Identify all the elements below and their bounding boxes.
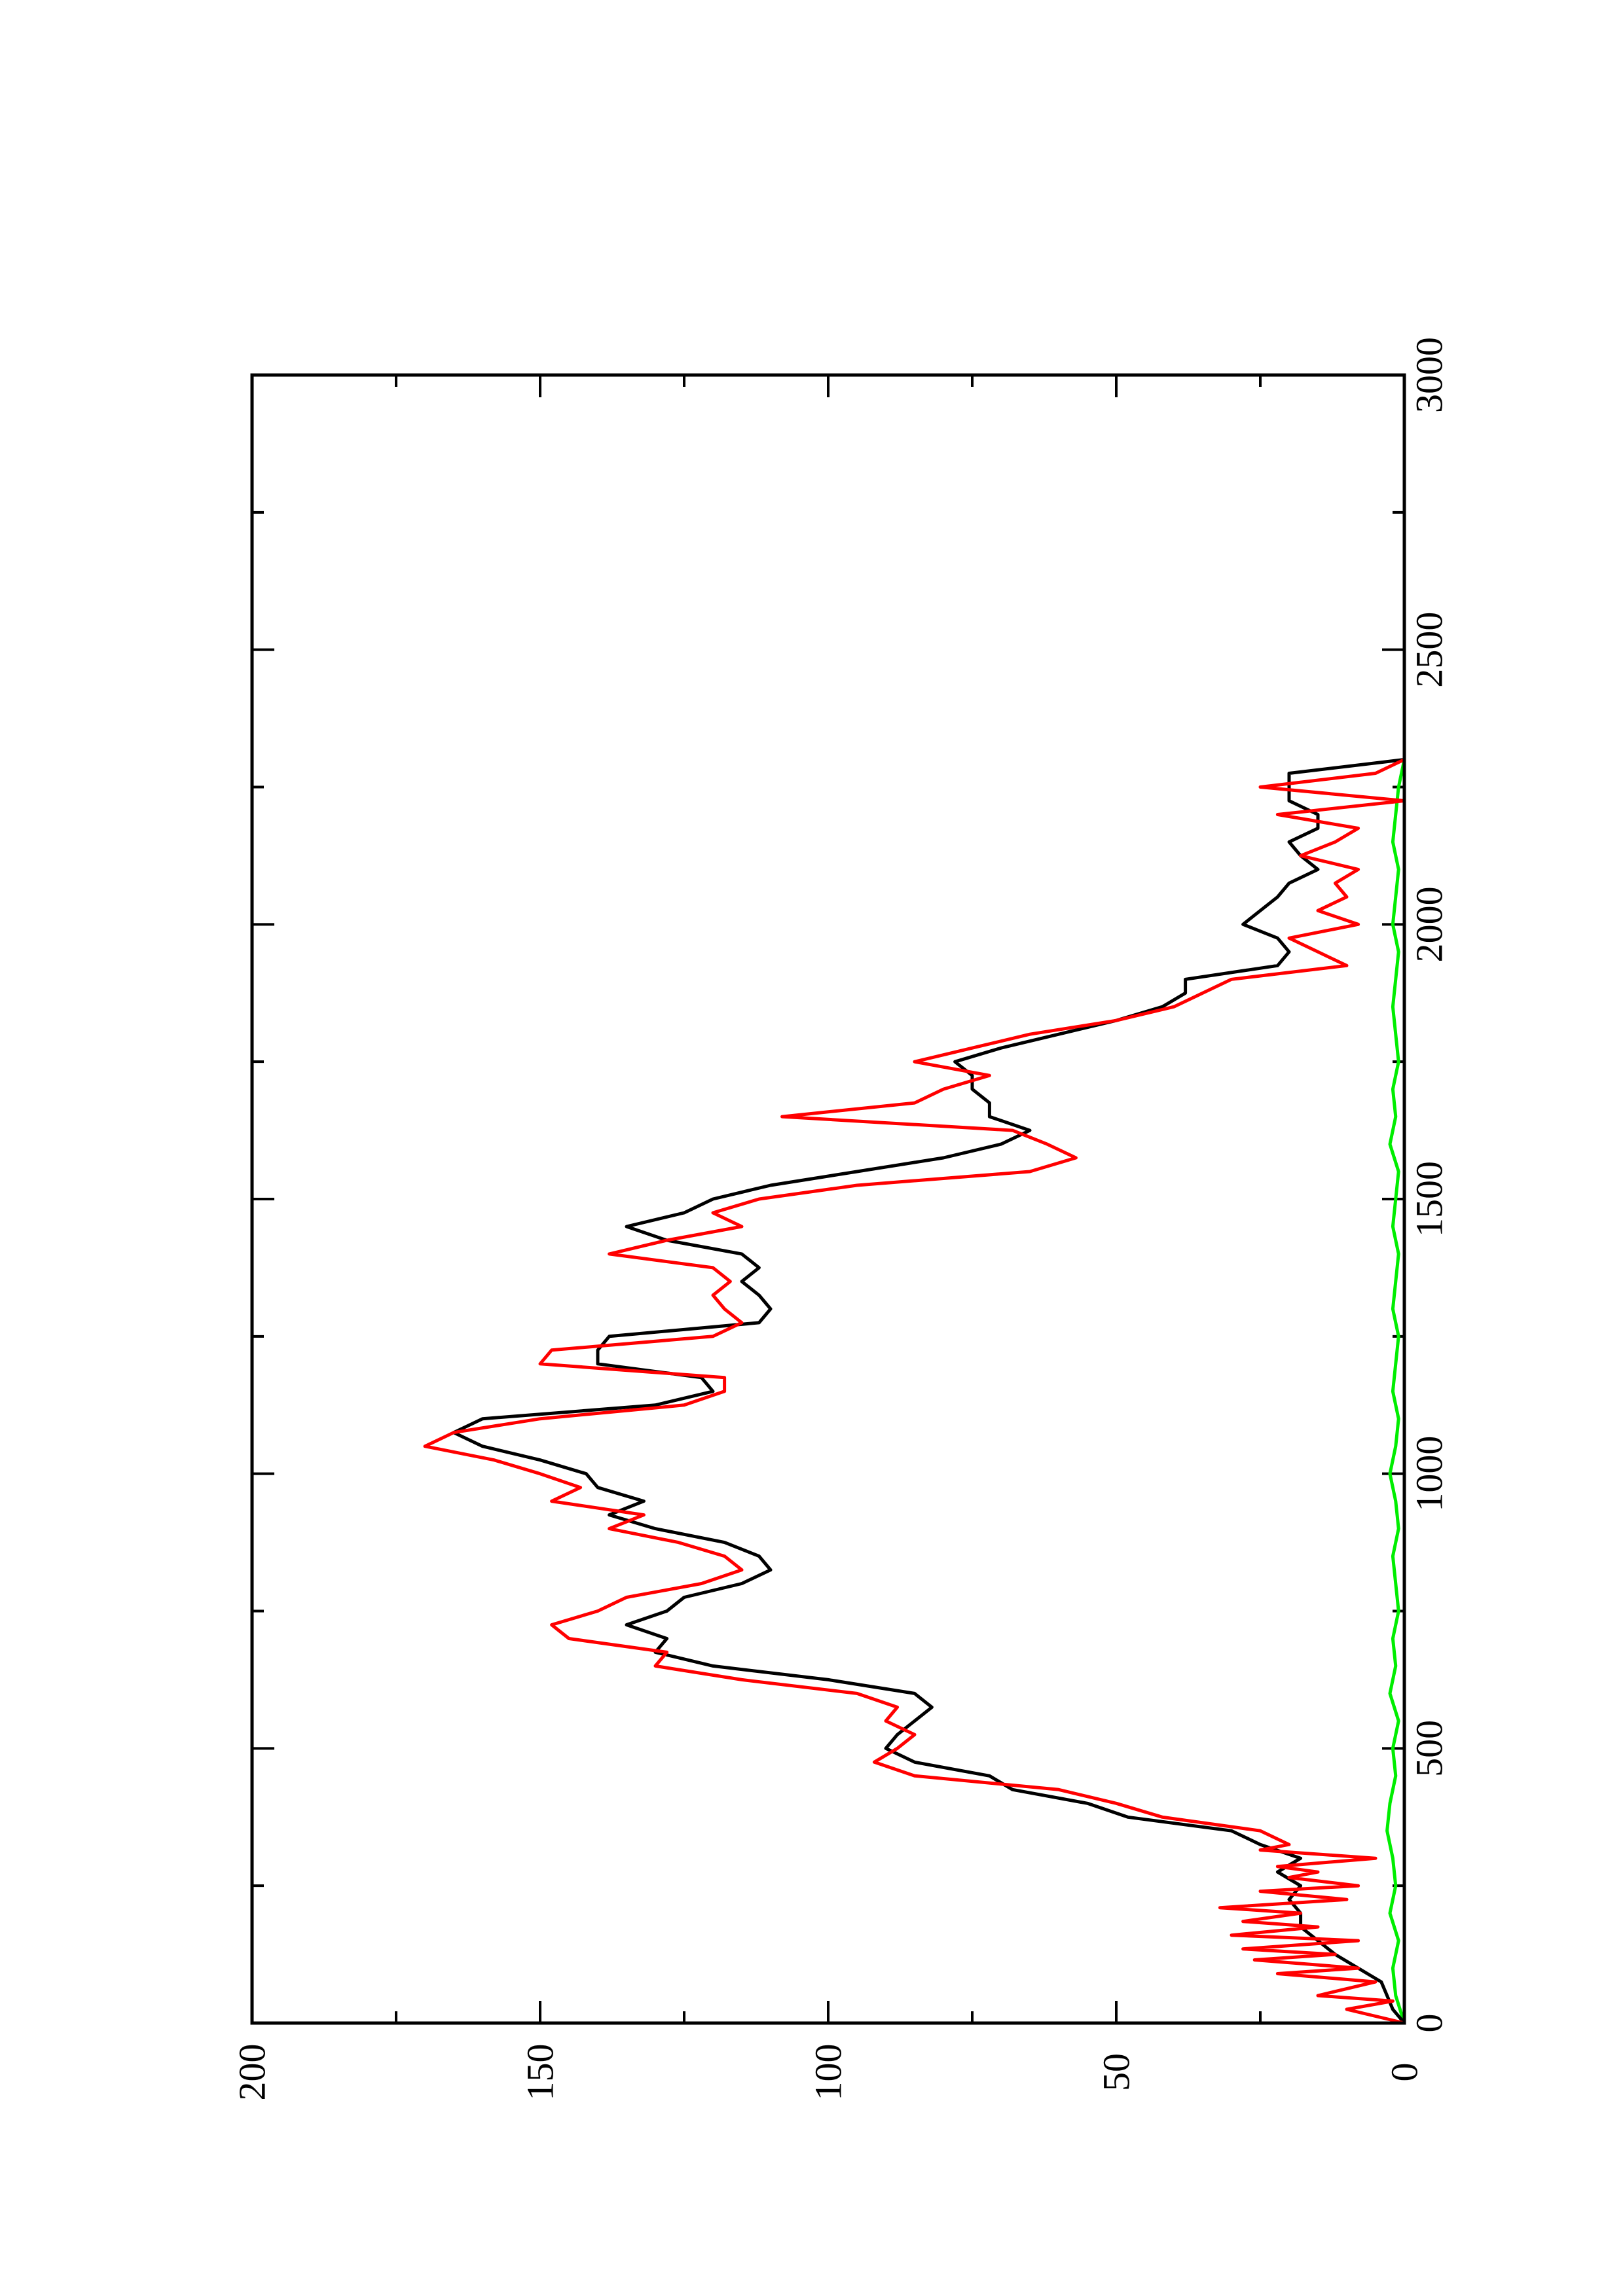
y-tick-label: 150 (519, 2044, 562, 2101)
series-line-1 (452, 758, 1406, 2024)
x-tick-label: 1000 (1408, 1436, 1451, 1512)
y-tick-label: 200 (231, 2044, 274, 2101)
series-line-2 (423, 758, 1406, 2025)
plot-frame (250, 373, 1406, 2025)
x-tick-label: 3000 (1408, 337, 1451, 413)
x-tick-label: 0 (1408, 2014, 1451, 2033)
y-tick-label: 100 (807, 2044, 850, 2101)
series-layer (423, 758, 1406, 2025)
y-tick-label: 50 (1095, 2053, 1138, 2091)
x-tick-label: 2000 (1408, 886, 1451, 962)
x-tick-label: 1500 (1408, 1161, 1451, 1237)
axis-tick-labels: 0 500 1000 1500 2000 2500 3000 0 50 100 150 200 (231, 337, 1451, 2101)
series-line-3 (1385, 759, 1406, 2024)
x-tick-label: 2500 (1408, 612, 1451, 688)
y-tick-label: 0 (1383, 2063, 1426, 2082)
x-tick-label: 500 (1408, 1720, 1451, 1777)
